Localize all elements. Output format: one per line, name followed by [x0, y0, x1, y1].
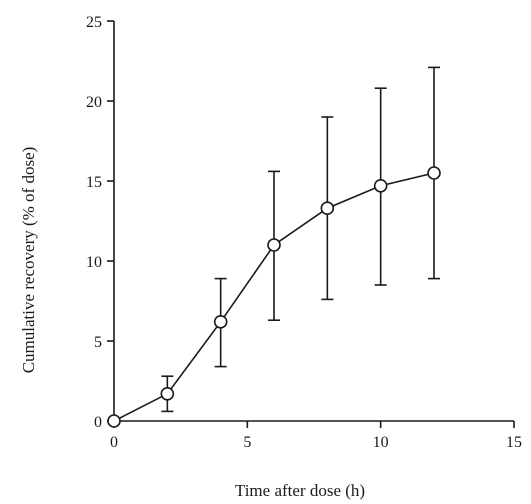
- x-tick-label-5: 5: [243, 434, 251, 451]
- axes: [107, 20, 515, 428]
- data-point: [373, 179, 388, 193]
- error-bars: [161, 66, 440, 413]
- x-tick-label-10: 10: [373, 434, 389, 451]
- x-axis-title: Time after dose (h): [235, 481, 365, 500]
- data-point: [427, 166, 441, 180]
- tick-labels: 0 5 10 15 0 5 10 15 20 25: [86, 14, 522, 451]
- y-tick-label-20: 20: [86, 94, 102, 111]
- data-point: [160, 386, 175, 401]
- x-tick-label-0: 0: [110, 434, 118, 451]
- x-tick-label-15: 15: [506, 434, 522, 451]
- data-point: [320, 201, 335, 215]
- y-tick-label-10: 10: [86, 254, 102, 271]
- data-point: [213, 314, 228, 329]
- y-tick-label-25: 25: [86, 14, 102, 31]
- y-tick-label-0: 0: [94, 414, 102, 431]
- data-point: [267, 238, 281, 252]
- y-tick-label-5: 5: [94, 334, 102, 351]
- data-markers: [107, 166, 441, 428]
- y-axis-title: Cumulative recovery (% of dose): [19, 147, 38, 374]
- y-tick-label-15: 15: [86, 174, 102, 191]
- data-point: [107, 414, 121, 428]
